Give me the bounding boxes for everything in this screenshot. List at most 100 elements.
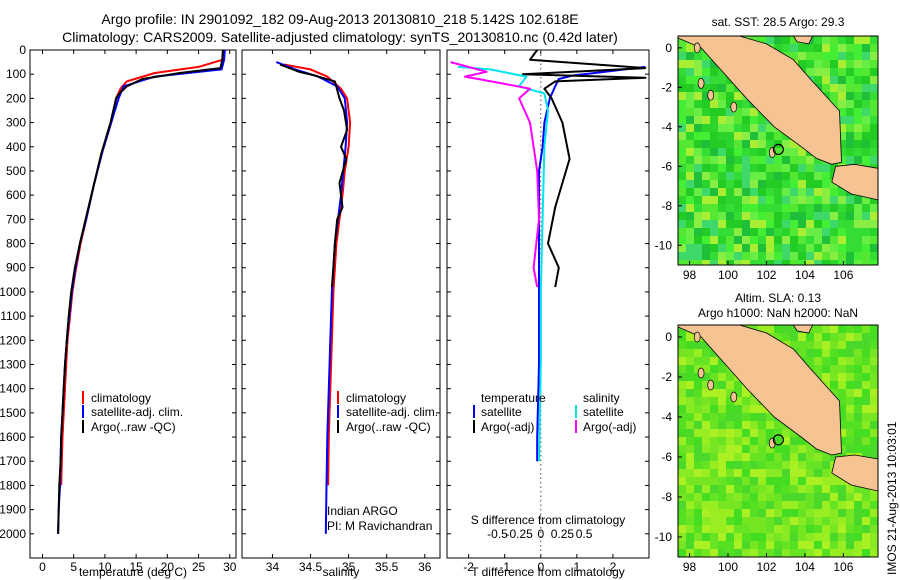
field-cell [870,92,878,101]
x-tick-label: 35.5 [375,560,399,574]
field-cell [758,252,767,261]
y-tick-label: -4 [661,120,672,134]
field-cell [870,501,878,510]
field-cell [854,60,863,69]
field-cell [822,357,831,366]
field-cell [862,429,871,438]
field-cell [726,421,735,430]
x-tick-label: 104 [795,560,815,574]
field-cell [838,84,847,93]
field-cell [854,325,863,334]
field-cell [702,212,711,221]
field-cell [870,84,878,93]
field-cell [686,549,695,557]
field-cell [822,549,831,557]
field-cell [694,493,703,502]
field-cell [798,461,807,470]
x-tick-label: 30 [223,560,237,574]
field-cell [686,212,695,221]
field-cell [742,172,751,181]
field-cell [718,212,727,221]
field-cell [710,397,719,406]
field-cell [806,469,815,478]
field-cell [742,493,751,502]
field-cell [678,156,687,165]
y-tick-label: -10 [655,238,673,252]
field-cell [862,68,871,77]
field-cell [686,124,695,133]
field-cell [854,140,863,149]
field-cell [742,477,751,486]
field-cell [830,44,839,53]
y-tick-label: 2000 [0,527,26,541]
field-cell [718,76,727,85]
field-cell [694,421,703,430]
y-tick-label: -6 [661,450,672,464]
field-cell [710,445,719,454]
x-tick-label: 102 [756,560,776,574]
field-cell [774,132,783,141]
field-cell [742,132,751,141]
field-cell [846,132,855,141]
field-cell [686,236,695,245]
field-cell [790,469,799,478]
field-cell [766,525,775,534]
field-cell [790,325,799,334]
field-cell [862,204,871,213]
field-cell [702,437,711,446]
field-cell [862,533,871,542]
field-cell [742,405,751,414]
y-tick-label: -6 [661,159,672,173]
field-cell [790,220,799,229]
field-cell [710,437,719,446]
field-cell [766,212,775,221]
field-cell [686,92,695,101]
field-cell [814,333,823,342]
field-cell [846,421,855,430]
field-cell [726,100,735,109]
m1-field [678,36,878,265]
field-cell [718,220,727,229]
field-cell [854,333,863,342]
field-cell [710,517,719,526]
field-cell [766,36,775,45]
field-cell [822,260,831,265]
java-land [831,163,878,201]
y-tick-label: -2 [661,80,672,94]
field-cell [782,188,791,197]
field-cell [838,333,847,342]
field-cell [694,389,703,398]
field-cell [726,453,735,462]
field-cell [838,220,847,229]
field-cell [854,501,863,510]
field-cell [694,541,703,550]
field-cell [838,92,847,101]
field-cell [814,156,823,165]
y-tick-label: 400 [6,140,26,154]
field-cell [790,236,799,245]
field-cell [734,437,743,446]
field-cell [806,549,815,557]
field-cell [782,445,791,454]
field-cell [870,397,878,406]
field-cell [862,421,871,430]
field-cell [862,397,871,406]
field-cell [854,389,863,398]
field-cell [830,68,839,77]
field-cell [718,469,727,478]
x-axis-label: salinity [323,565,360,579]
field-cell [870,365,878,374]
field-cell [678,116,687,125]
field-cell [806,212,815,221]
field-cell [838,341,847,350]
field-cell [838,429,847,438]
field-cell [694,244,703,253]
field-cell [854,549,863,557]
field-cell [838,52,847,61]
field-cell [774,461,783,470]
x-tick-label: 5 [70,560,77,574]
field-cell [686,100,695,109]
x2-tick-label: 0.5 [576,527,593,541]
field-cell [710,429,719,438]
series-line-t-argo [521,50,647,288]
